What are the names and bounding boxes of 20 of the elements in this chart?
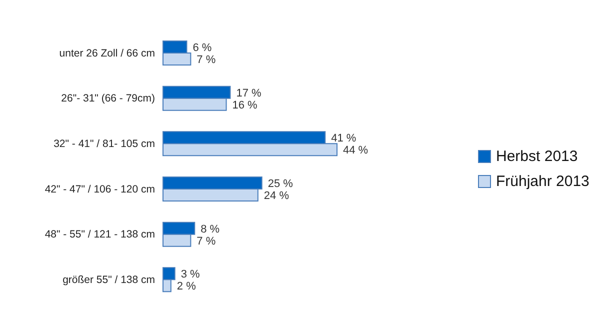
data-label: 25 % [268,178,294,190]
y-tick-label: unter 26 Zoll / 66 cm [59,47,156,60]
data-label: 16 % [232,99,258,112]
data-label: 41 % [331,132,356,145]
y-tick-label: 32" - 41" / 81- 105 cm [54,138,156,150]
legend-label: Herbst 2013 [496,148,578,165]
y-tick-label: 42" - 47" / 106 - 120 cm [44,183,156,196]
legend-label: Frühjahr 2013 [496,173,590,190]
data-label: 44 % [343,144,368,157]
data-label: 6 % [192,42,212,54]
data-label: 17 % [236,87,262,100]
data-label: 7 % [196,54,216,66]
y-tick-label: 48" - 55" / 121 - 138 cm [44,228,156,241]
data-label: 3 % [180,268,200,281]
data-label: 2 % [176,280,196,293]
y-tick-label: größer 55" / 138 cm [62,274,156,286]
data-label: 24 % [264,190,290,202]
data-label: 8 % [200,223,220,236]
y-tick-label: 26"- 31" (66 - 79cm) [61,92,155,105]
data-label: 7 % [196,235,216,248]
